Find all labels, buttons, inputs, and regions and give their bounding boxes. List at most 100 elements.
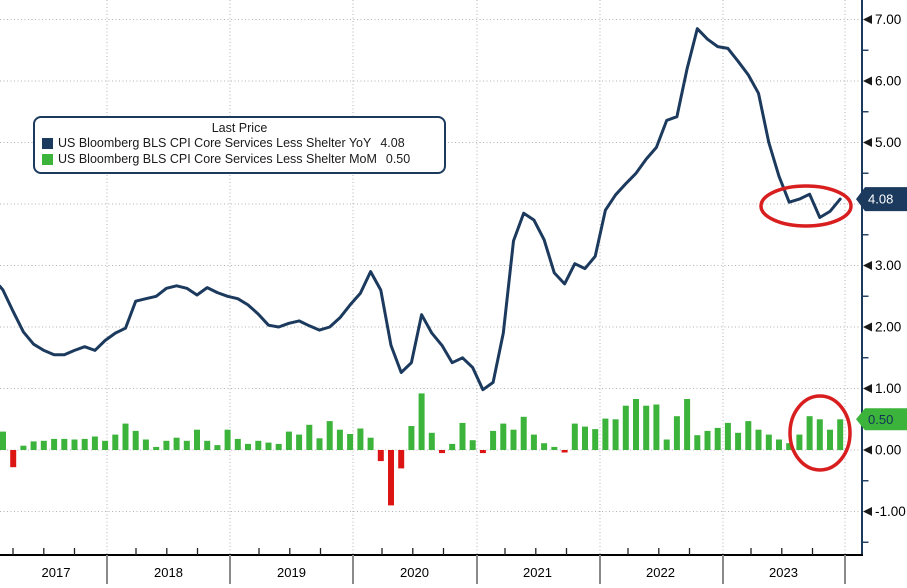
mom-bar [0, 431, 6, 450]
mom-bar [633, 399, 639, 450]
mom-bar [449, 443, 456, 451]
mom-bar [224, 429, 231, 450]
legend: Last Price US Bloomberg BLS CPI Core Ser… [33, 116, 446, 174]
mom-bar [347, 434, 354, 450]
mom-bar [408, 426, 415, 450]
mom-bar [357, 428, 364, 450]
mom-bar [786, 443, 793, 450]
mom-bar [265, 442, 272, 450]
year-label: 2018 [154, 565, 183, 580]
y-tick-arrow-icon [863, 445, 872, 455]
mom-bar [102, 440, 109, 450]
mom-bar [296, 434, 303, 450]
mom-bar [285, 431, 292, 450]
price-badge-text: 4.08 [868, 192, 893, 207]
mom-bar [91, 436, 98, 450]
mom-bar [153, 446, 160, 450]
mom-swatch-icon [42, 153, 53, 165]
y-axis-label: 3.00 [875, 258, 901, 273]
mom-bar [163, 440, 170, 450]
mom-bar [40, 440, 47, 450]
mom-bars [0, 393, 844, 506]
mom-bar [20, 445, 27, 450]
y-axis-label: 5.00 [875, 135, 901, 150]
mom-bar [551, 446, 558, 450]
mom-bar [326, 421, 333, 450]
y-tick-arrow-icon [863, 138, 872, 147]
mom-bar [316, 438, 323, 450]
legend-row-yoy: US Bloomberg BLS CPI Core Services Less … [35, 136, 444, 152]
yoy-swatch-icon [42, 138, 53, 150]
y-axis-label: 2.00 [875, 320, 901, 335]
mom-bar [255, 440, 262, 450]
mom-bar [194, 429, 200, 450]
legend-value-mom: 0.50 [385, 151, 411, 166]
y-tick-arrow-icon [863, 507, 872, 516]
mom-bar [428, 432, 435, 450]
mom-bar [459, 422, 466, 450]
y-tick-arrow-icon [863, 261, 872, 270]
mom-bar [684, 399, 691, 450]
mom-bar [745, 421, 752, 450]
mom-bar [643, 405, 650, 450]
mom-bar [612, 419, 619, 451]
mom-bar [469, 440, 476, 450]
mom-bar [602, 418, 609, 450]
mom-bar [663, 439, 670, 450]
mom-bar [245, 443, 251, 451]
year-label: 2022 [646, 565, 675, 580]
mom-bar [132, 430, 139, 450]
year-label: 2020 [400, 565, 429, 580]
mom-bar [653, 404, 660, 450]
mom-bar [500, 423, 507, 450]
mom-bar [694, 435, 701, 450]
mom-bar [418, 393, 425, 450]
mom-bar [582, 426, 588, 450]
mom-bar [837, 419, 844, 451]
mom-bar [234, 438, 241, 450]
mom-bar [439, 450, 445, 454]
gridlines [0, 0, 862, 555]
mom-bar [704, 430, 711, 450]
mom-bar [71, 439, 78, 450]
mom-bar [571, 423, 578, 450]
mom-bar [765, 434, 772, 450]
legend-label-mom: US Bloomberg BLS CPI Core Services Less … [58, 151, 377, 166]
mom-bar [827, 429, 833, 450]
mom-bar [306, 424, 313, 450]
mom-bar [530, 434, 537, 450]
mom-bar [173, 437, 180, 450]
mom-bar [755, 429, 762, 450]
circle-recent-yoy-annotation [759, 184, 853, 228]
mom-bar [520, 416, 527, 450]
mom-bar [510, 429, 517, 450]
y-axis-label: 6.00 [875, 74, 901, 89]
y-tick-arrow-icon [863, 76, 872, 86]
mom-bar [51, 438, 58, 450]
legend-label-yoy: US Bloomberg BLS CPI Core Services Less … [58, 136, 372, 150]
mom-bar [81, 438, 88, 450]
legend-value-yoy: 4.08 [380, 136, 405, 150]
year-label: 2021 [523, 565, 552, 580]
mom-bar [61, 438, 68, 450]
price-badge: 4.08 [856, 187, 907, 212]
mom-bar [735, 432, 742, 450]
mom-bar [479, 450, 486, 454]
circle-recent-mom-annotation [788, 394, 852, 472]
mom-bar [142, 439, 149, 450]
legend-title: Last Price [211, 121, 268, 135]
mom-bar [724, 422, 731, 450]
mom-bar [122, 423, 129, 450]
mom-bar [204, 440, 211, 450]
year-label: 2023 [769, 565, 798, 580]
mom-bar [112, 434, 119, 450]
y-axis-label: 7.00 [875, 12, 901, 27]
price-badge: 0.50 [856, 408, 907, 431]
mom-bar [776, 439, 782, 450]
y-tick-arrow-icon [863, 322, 872, 332]
yoy-line [0, 27, 842, 392]
mom-bar [592, 429, 599, 450]
